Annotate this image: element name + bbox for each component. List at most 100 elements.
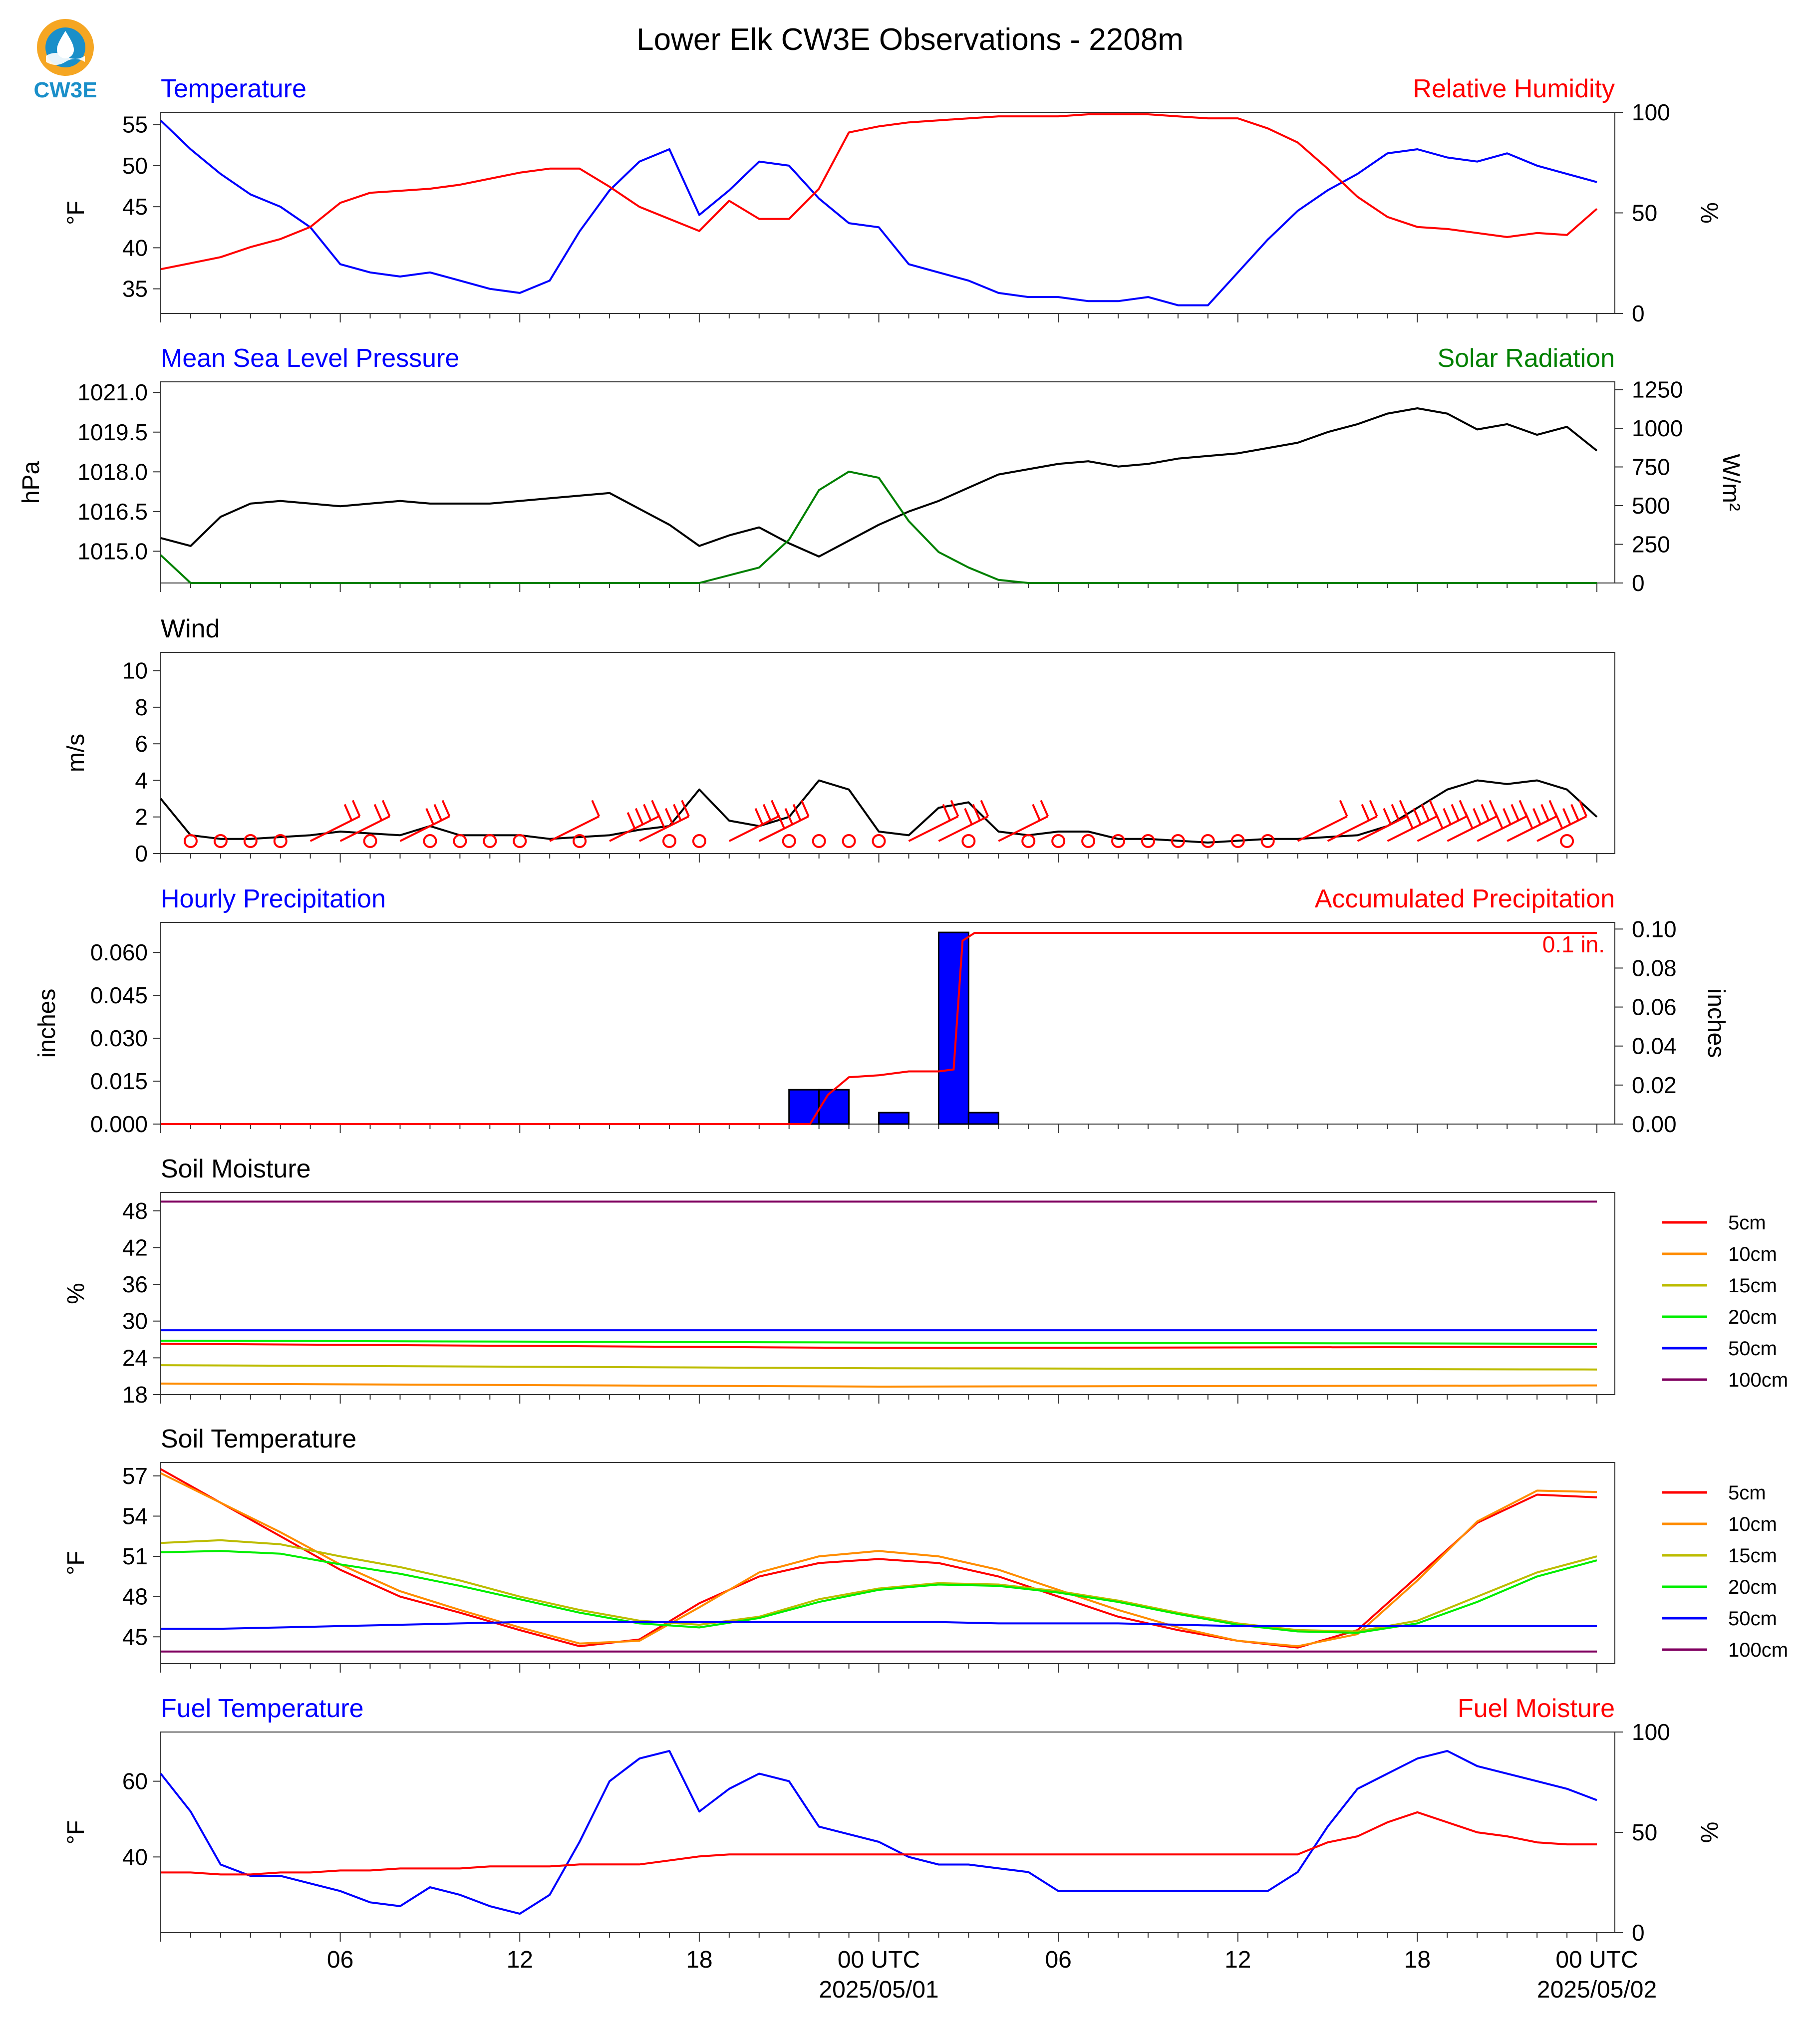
- series-line-20cm: [160, 1550, 1597, 1634]
- wind-barb-flag: [351, 800, 361, 817]
- wind-barb: [339, 800, 391, 842]
- legend-label: 50cm: [1728, 1338, 1777, 1360]
- wind-barb-flag: [1451, 804, 1460, 821]
- wind-barb: [1507, 800, 1558, 842]
- wind-barb-calm: [1560, 834, 1574, 848]
- precip-bar: [878, 1112, 910, 1125]
- panel-frame: [160, 1192, 1615, 1395]
- time-tick-label: 06: [1045, 1947, 1071, 1973]
- wind-barb-flag: [972, 804, 981, 821]
- cw3e-logo: CW3E: [33, 19, 97, 102]
- legend-label: 5cm: [1728, 1212, 1766, 1234]
- wind-barb-shaft: [1536, 815, 1587, 842]
- figure-title: Lower Elk CW3E Observations - 2208m: [636, 22, 1184, 57]
- time-tick-label: 00 UTC: [838, 1947, 920, 1973]
- wind-barb-flag: [634, 808, 644, 825]
- y-tick-label: 8: [135, 694, 148, 720]
- wind-barb: [758, 800, 810, 842]
- wind-barb-flag: [776, 812, 785, 829]
- wind-barb-flag: [441, 800, 451, 817]
- panel-precipitation: Hourly Precipitation Accumulated Precipit…: [34, 884, 1729, 1137]
- wind-barb-shaft: [1417, 815, 1468, 842]
- series-line-20cm: [160, 1340, 1597, 1345]
- y-tick-label: 45: [122, 1624, 148, 1650]
- series-line-fuel-moisture: [161, 1811, 1597, 1876]
- wind-barb-flag: [1473, 808, 1482, 825]
- legend-label: 15cm: [1728, 1275, 1777, 1297]
- y2-tick-label: 500: [1632, 493, 1670, 519]
- wind-barb-calm: [692, 834, 706, 848]
- y-tick-label: 50: [122, 153, 148, 179]
- y-tick-label: 4: [135, 767, 148, 793]
- wind-barb-flag: [1540, 804, 1549, 821]
- y2-tick-label: 50: [1632, 200, 1657, 226]
- wind-barb-shaft: [609, 815, 659, 842]
- wind-barb: [639, 800, 690, 842]
- wind-barb: [998, 800, 1049, 842]
- wind-barb-calm: [363, 834, 377, 848]
- wind-barb-flag: [964, 808, 973, 825]
- y2-axis-label: %: [1696, 1822, 1722, 1843]
- panel-right-title: Relative Humidity: [1413, 74, 1615, 103]
- logo-drop-icon: [57, 31, 74, 58]
- wind-barb-calm: [423, 834, 437, 848]
- wind-barb: [549, 800, 601, 842]
- wind-barb-flag: [754, 808, 764, 825]
- wind-barb-calm: [273, 834, 288, 848]
- time-tick-label: 12: [507, 1947, 533, 1973]
- legend-label: 20cm: [1728, 1306, 1777, 1328]
- logo-text: CW3E: [33, 78, 97, 102]
- series-line-10cm: [160, 1472, 1597, 1648]
- time-tick-label: 18: [686, 1947, 712, 1973]
- wind-barb-flag: [1339, 800, 1348, 817]
- wind-barb-flag: [784, 808, 794, 825]
- y2-axis-label: W/m²: [1718, 454, 1744, 511]
- wind-barb-calm: [573, 834, 587, 848]
- time-tick-label: 18: [1404, 1947, 1431, 1973]
- wind-barb-calm: [453, 834, 467, 848]
- wind-barb-flag: [800, 800, 810, 817]
- wind-barb-calm: [1141, 834, 1155, 848]
- y-tick-label: 48: [122, 1584, 148, 1610]
- wind-barb-flag: [950, 800, 959, 817]
- series-line-5cm: [160, 1468, 1597, 1649]
- y-tick-label: 55: [122, 112, 148, 138]
- wind-barb-flag: [762, 804, 772, 821]
- legend-label: 20cm: [1728, 1576, 1777, 1598]
- wind-barb-calm: [183, 834, 198, 848]
- y2-axis-label: inches: [1703, 989, 1729, 1058]
- y2-tick-label: 1250: [1632, 377, 1683, 403]
- wind-barb-flag: [1578, 800, 1587, 817]
- panel-left-title: Hourly Precipitation: [161, 884, 386, 913]
- wind-barb-shaft: [1357, 815, 1408, 842]
- y-tick-label: 0.060: [90, 939, 148, 965]
- y-tick-label: 40: [122, 235, 148, 261]
- precip-bar: [788, 1089, 820, 1125]
- legend-soil-moisture: 5cm 10cm 15cm 20cm 50cm 100cm: [1662, 1212, 1788, 1391]
- y-tick-label: 51: [122, 1543, 148, 1569]
- wind-barb-flag: [1524, 812, 1533, 829]
- y-tick-label: 40: [122, 1844, 148, 1870]
- y2-tick-label: 0: [1632, 300, 1645, 326]
- wind-barb-calm: [812, 834, 826, 848]
- wind-barb-flag: [1434, 812, 1444, 829]
- legend-label: 100cm: [1728, 1369, 1788, 1391]
- wind-barb: [1297, 800, 1348, 842]
- wind-barb-calm: [1201, 834, 1215, 848]
- legend-label: 15cm: [1728, 1545, 1777, 1567]
- wind-barb-flag: [433, 804, 443, 821]
- series-line-fuel-temperature: [160, 1749, 1597, 1915]
- y-tick-label: 30: [122, 1308, 148, 1334]
- wind-barb-flag: [1032, 804, 1041, 821]
- wind-barb-flag: [1369, 800, 1378, 817]
- y-tick-label: 1021.0: [77, 379, 148, 405]
- wind-barb-flag: [373, 804, 383, 821]
- y-axis-label: inches: [34, 989, 60, 1058]
- y-tick-label: 54: [122, 1503, 148, 1529]
- panel-temperature-humidity: Temperature Relative Humidity 35 40 45 50 55 °F…: [63, 74, 1722, 326]
- y-axis-label: °F: [63, 1551, 89, 1575]
- series-line-15cm: [160, 1539, 1597, 1633]
- y2-tick-label: 0.08: [1632, 955, 1677, 981]
- wind-barb-calm: [1230, 834, 1245, 848]
- y-tick-label: 18: [122, 1382, 148, 1408]
